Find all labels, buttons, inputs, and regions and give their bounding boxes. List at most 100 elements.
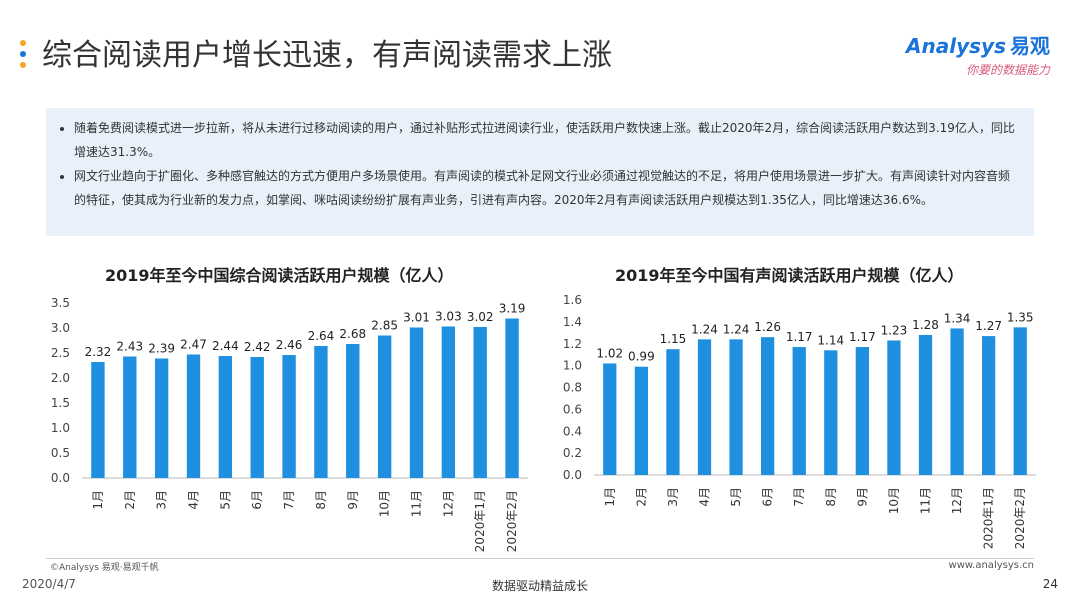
logo-brand: Analysys 易观 [906,30,1050,59]
chart-2-y-tick-label: 0.6 [563,402,582,416]
chart-1-x-tick-label: 8月 [314,490,328,510]
chart-2-data-label: 1.27 [975,319,1002,333]
chart-1-y-tick-label: 2.5 [51,346,70,360]
chart-1-bar [505,318,519,478]
chart-1-data-label: 2.32 [85,345,112,359]
dot-1 [20,40,26,46]
chart-1-bar [91,362,105,478]
chart-2-bar [697,339,712,475]
dot-2 [20,51,26,57]
chart-1-x-tick-label: 6月 [250,490,264,510]
chart-1-x-tick-label: 2020年2月 [505,490,519,552]
chart-2-x-tick-label: 11月 [919,487,933,514]
footer-slogan: 数据驱动精益成长 [491,579,588,593]
chart-2-y-tick-label: 0.2 [563,446,582,460]
chart-2-bar [855,347,869,475]
chart-2-data-label: 1.26 [754,320,781,334]
chart-1-x-tick-label: 4月 [187,490,201,510]
chart-2-bar [634,366,648,475]
chart-2-x-tick-label: 4月 [698,487,712,507]
chart-2-y-tick-label: 1.6 [563,293,582,307]
chart-2-data-label: 1.35 [1007,310,1034,324]
footer-divider [46,558,1034,559]
chart-1-x-tick-label: 3月 [155,490,169,510]
chart-2-x-tick-label: 9月 [855,487,869,507]
chart-1-data-label: 2.47 [180,338,207,352]
chart-2-title: 2019年至今中国有声阅读活跃用户规模（亿人） [615,266,964,285]
chart-1-x-tick-label: 10月 [378,490,392,517]
chart-2-bar [792,347,806,475]
chart-2-x-tick-label: 2月 [634,487,648,507]
chart-1-data-label: 2.68 [339,327,366,341]
chart-1-x-tick-label: 2020年1月 [473,490,487,552]
chart-1-data-label: 2.43 [116,340,143,354]
chart-1-data-label: 2.85 [371,319,398,333]
chart-1-data-label: 2.64 [308,329,335,343]
chart-1: 0.0 0.5 1.0 1.5 2.0 2.5 3.0 3.5 2.32 1月 2.43 2月 2.39… [51,296,528,552]
summary-bullet-1: 随着免费阅读模式进一步拉新，将从未进行过移动阅读的用户，通过补贴形式拉进阅读行业… [74,116,1020,164]
chart-2-data-label: 1.34 [944,311,971,325]
logo-brand-cn: 易观 [1010,34,1050,58]
chart-1-data-label: 2.46 [276,338,303,352]
chart-2-x-tick-label: 10月 [887,487,901,514]
chart-2-data-label: 1.24 [691,322,718,336]
chart-1-y-tick-label: 1.0 [51,421,70,435]
chart-1-y-tick-label: 0.5 [51,446,70,460]
chart-2-y-tick-label: 0.4 [563,424,582,438]
chart-2-x-tick-label: 3月 [666,487,680,507]
footer-website: www.analysys.cn [948,560,1034,571]
chart-1-bar [346,344,360,478]
summary-bullet-2: 网文行业趋向于扩圈化、多种感官触达的方式方便用户多场景使用。有声阅读的模式补足网… [74,164,1020,212]
chart-2-data-label: 1.24 [723,322,750,336]
chart-1-bar [409,327,424,478]
title-dots-icon [20,40,28,73]
chart-2-bar [666,349,680,475]
chart-1-bar [473,327,487,478]
chart-2-bar [761,337,775,475]
chart-1-x-tick-label: 11月 [410,490,424,517]
chart-2-x-tick-label: 2020年1月 [982,487,996,549]
chart-2-data-label: 1.02 [596,346,623,360]
chart-1-bar [250,357,264,478]
chart-2-y-tick-label: 0.0 [563,468,582,482]
chart-2-data-label: 1.23 [881,323,908,337]
chart-1-data-label: 2.42 [244,340,271,354]
chart-1-data-label: 3.01 [403,311,430,325]
chart-2-bar [729,339,743,475]
chart-2-x-tick-label: 12月 [950,487,964,514]
chart-2-x-tick-label: 8月 [824,487,838,507]
chart-2-x-tick-label: 6月 [761,487,775,507]
chart-2-bar [887,340,901,475]
chart-2-x-tick-label: 5月 [729,487,743,507]
chart-1-title: 2019年至今中国综合阅读活跃用户规模（亿人） [105,266,454,285]
chart-1-x-tick-label: 2月 [123,490,137,510]
chart-1-x-tick-label: 5月 [218,490,232,510]
chart-1-data-label: 3.19 [499,302,526,316]
chart-2-x-tick-label: 1月 [603,487,617,507]
footer-copyright: ©Analysys 易观·易观千帆 [50,563,159,573]
chart-2-x-tick-label: 7月 [792,487,806,507]
analysys-logo: Analysys 易观 你要的数据能力 [906,30,1050,78]
logo-brand-en: Analysys [906,34,1006,58]
chart-2-bar [918,335,933,475]
chart-2: 0.0 0.2 0.4 0.6 0.8 1.0 1.2 1.4 1.6 1.02 1月 0.99 2月 1… [563,293,1036,549]
page-number: 24 [1042,577,1058,591]
chart-1-x-tick-label: 12月 [441,490,455,517]
chart-1-y-tick-label: 3.5 [51,296,70,310]
chart-2-data-label: 1.15 [660,332,687,346]
chart-1-data-label: 3.03 [435,310,462,324]
chart-2-bar [982,336,996,475]
chart-2-y-tick-label: 1.0 [563,359,582,373]
chart-2-data-label: 1.28 [912,318,939,332]
chart-1-data-label: 2.39 [148,342,175,356]
chart-1-bar [441,326,456,478]
chart-2-data-label: 1.14 [817,333,844,347]
chart-1-bar [314,346,328,478]
chart-1-bar [154,358,169,478]
chart-1-y-tick-label: 3.0 [51,321,70,335]
chart-1-bar [123,356,137,478]
chart-1-bar [377,335,392,478]
chart-2-y-tick-label: 0.8 [563,381,582,395]
chart-2-x-tick-label: 2020年2月 [1013,487,1027,549]
chart-1-x-tick-label: 7月 [282,490,296,510]
